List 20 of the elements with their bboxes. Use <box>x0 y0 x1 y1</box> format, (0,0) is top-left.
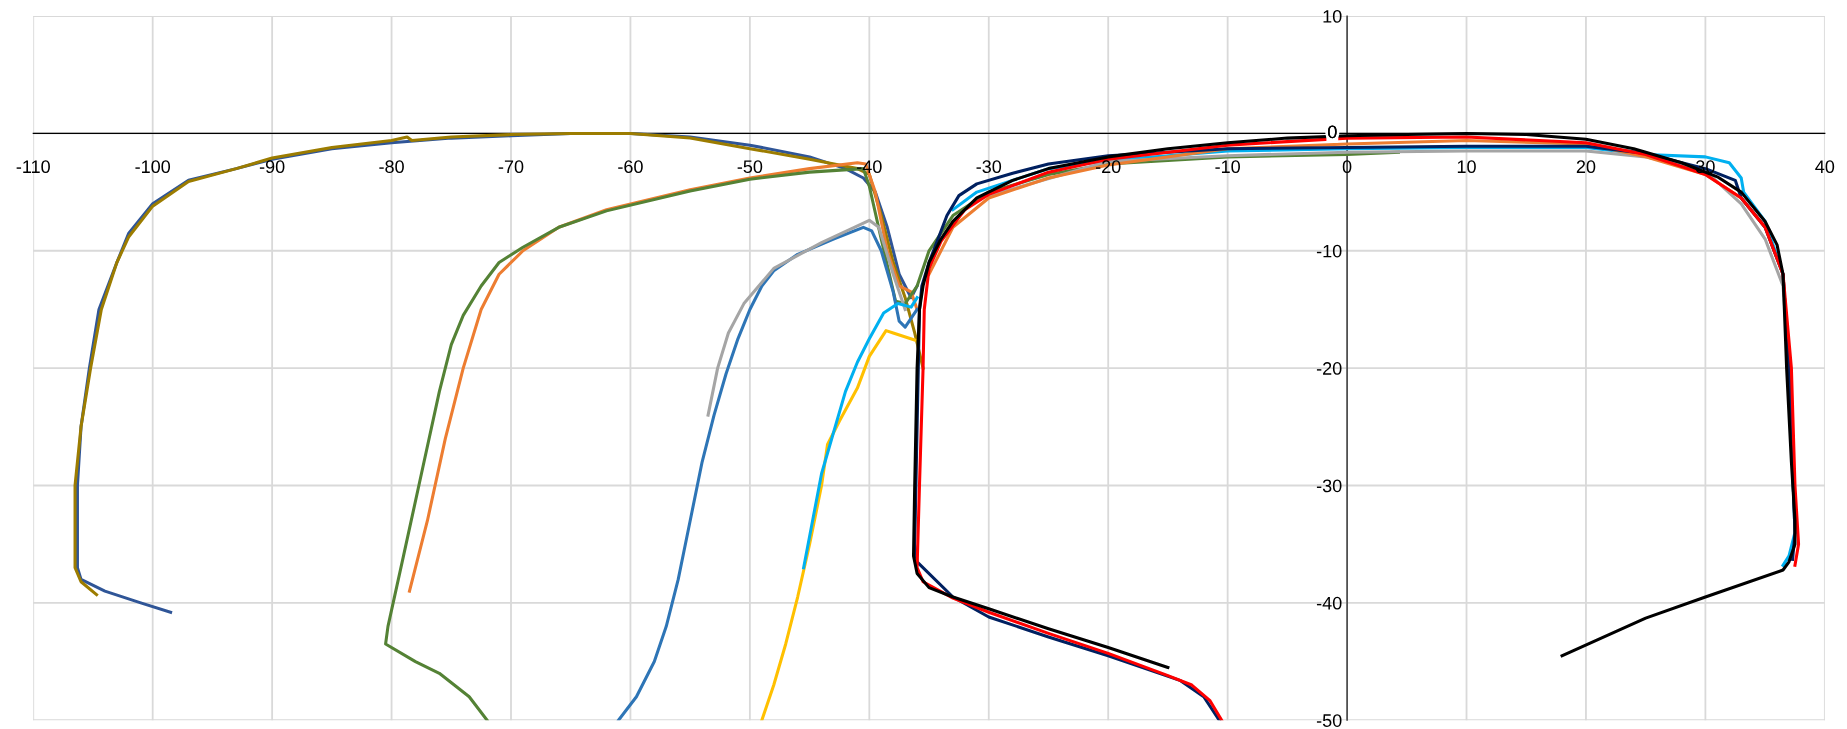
x-tick-label: -60 <box>618 160 643 174</box>
x-tick-label: 30 <box>1696 160 1715 174</box>
y-tick-label: -20 <box>1316 362 1342 375</box>
y-tick-label: -40 <box>1316 596 1342 610</box>
x-tick-label: 40 <box>1815 160 1835 174</box>
x-tick-label: -30 <box>976 160 1002 174</box>
y-tick-label: 10 <box>1323 9 1342 23</box>
x-tick-label: -70 <box>498 160 524 174</box>
x-tick-label: -110 <box>16 160 50 174</box>
x-tick-label: -90 <box>259 160 285 174</box>
y-tick-label: 0 <box>1328 125 1337 139</box>
x-tick-label: 10 <box>1457 160 1476 174</box>
y-tick-label: -30 <box>1316 479 1342 493</box>
y-tick-label: -10 <box>1316 244 1342 258</box>
x-tick-label: -80 <box>379 160 404 174</box>
x-tick-label: 20 <box>1576 160 1596 174</box>
x-tick-label: -100 <box>135 160 171 174</box>
x-tick-label: -10 <box>1215 160 1240 174</box>
y-tick-label: -50 <box>1316 714 1342 727</box>
x-tick-label: -50 <box>737 160 763 174</box>
